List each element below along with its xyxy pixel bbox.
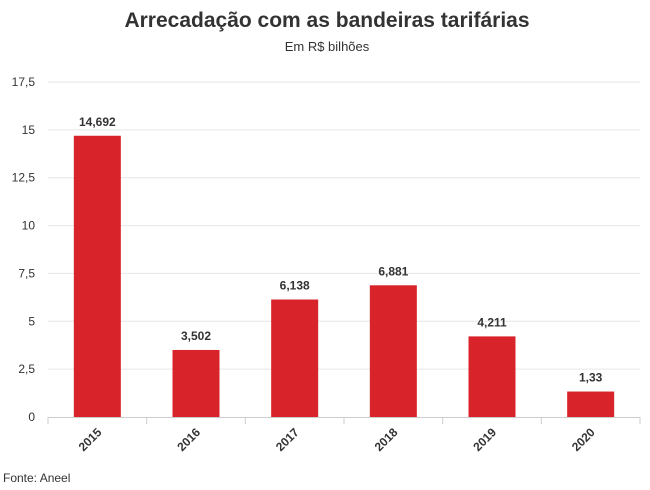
x-tick-label-2016: 2016 [174, 425, 203, 454]
x-tick-label-2019: 2019 [470, 425, 499, 454]
y-tick-label: 15 [22, 123, 36, 137]
data-label-2020: 1,33 [579, 371, 603, 385]
gridlines [48, 81, 640, 370]
y-tick-label: 7,5 [18, 266, 35, 280]
x-axis-ticks: 2015 2016 2017 2018 2019 2020 [76, 425, 598, 454]
x-tick-label-2015: 2015 [76, 425, 105, 454]
y-tick-label: 12,5 [12, 171, 36, 185]
y-tick-label: 2,5 [18, 362, 35, 376]
bar-2016 [172, 349, 220, 417]
y-tick-label: 5 [28, 314, 35, 328]
y-tick-label: 10 [22, 219, 36, 233]
data-labels: 14,692 3,502 6,138 6,881 4,211 1,33 [79, 115, 603, 385]
chart-title: Arrecadação com as bandeiras tarifárias [124, 9, 529, 32]
x-axis-tick-marks [47, 417, 641, 424]
data-label-2017: 6,138 [280, 279, 310, 293]
data-label-2015: 14,692 [79, 115, 116, 129]
bars [73, 135, 615, 417]
y-axis-ticks: 0 2,5 5 7,5 10 12,5 15 17,5 [12, 75, 36, 424]
bar-2019 [468, 336, 516, 417]
bar-2015 [73, 135, 121, 417]
chart-subtitle: Em R$ bilhões [285, 39, 370, 54]
bar-2017 [271, 299, 319, 417]
bar-2018 [369, 285, 417, 417]
bar-2020 [567, 391, 615, 417]
x-tick-label-2017: 2017 [273, 425, 302, 454]
y-tick-label: 17,5 [12, 75, 36, 89]
x-tick-label-2020: 2020 [569, 425, 598, 454]
source-note: Fonte: Aneel [3, 471, 70, 485]
y-tick-label: 0 [28, 410, 35, 424]
data-label-2016: 3,502 [181, 329, 211, 343]
data-label-2019: 4,211 [477, 315, 507, 329]
x-tick-label-2018: 2018 [372, 425, 401, 454]
data-label-2018: 6,881 [378, 264, 408, 278]
